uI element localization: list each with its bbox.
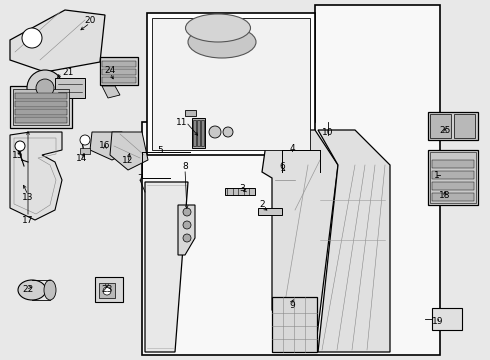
Bar — [15, 109, 67, 115]
Circle shape — [15, 141, 25, 151]
Polygon shape — [142, 5, 440, 355]
Circle shape — [80, 135, 90, 145]
Polygon shape — [55, 78, 85, 98]
Circle shape — [223, 127, 233, 137]
Text: 2: 2 — [259, 199, 265, 208]
Bar — [102, 69, 136, 75]
Bar — [95, 277, 123, 302]
Text: 12: 12 — [122, 156, 134, 165]
Circle shape — [103, 287, 111, 295]
Text: 16: 16 — [99, 140, 111, 149]
Text: 13: 13 — [22, 194, 34, 202]
Text: 25: 25 — [440, 126, 451, 135]
Bar — [80, 148, 90, 154]
Text: 24: 24 — [104, 66, 116, 75]
Text: 11: 11 — [176, 117, 188, 126]
Bar — [201, 120, 204, 146]
Circle shape — [209, 126, 221, 138]
Polygon shape — [178, 205, 195, 255]
Bar — [432, 182, 474, 190]
Text: 6: 6 — [279, 162, 285, 171]
Polygon shape — [10, 132, 62, 220]
Bar — [432, 193, 474, 201]
Text: 23: 23 — [101, 285, 113, 294]
Bar — [428, 150, 478, 205]
Bar — [432, 308, 462, 330]
Text: 1: 1 — [434, 171, 440, 180]
Bar — [99, 283, 115, 298]
Polygon shape — [262, 130, 338, 352]
Bar — [13, 89, 69, 125]
Ellipse shape — [18, 280, 46, 300]
Text: 18: 18 — [439, 190, 451, 199]
Polygon shape — [10, 10, 105, 72]
Bar — [197, 120, 200, 146]
Ellipse shape — [44, 280, 56, 300]
Bar — [15, 117, 67, 123]
Bar — [15, 93, 67, 99]
Polygon shape — [192, 118, 205, 148]
Text: 15: 15 — [12, 150, 24, 159]
Bar — [193, 120, 196, 146]
Text: 9: 9 — [289, 301, 295, 310]
Text: 10: 10 — [322, 127, 334, 136]
Bar — [454, 114, 475, 138]
Text: 4: 4 — [289, 144, 295, 153]
Circle shape — [183, 234, 191, 242]
Text: 19: 19 — [432, 318, 444, 327]
Bar — [430, 152, 476, 203]
Polygon shape — [102, 86, 120, 98]
Ellipse shape — [186, 14, 250, 42]
Text: 17: 17 — [22, 216, 34, 225]
Text: 8: 8 — [182, 162, 188, 171]
Polygon shape — [225, 188, 255, 195]
Polygon shape — [318, 130, 390, 352]
Ellipse shape — [188, 26, 256, 58]
Text: 14: 14 — [76, 153, 88, 162]
Polygon shape — [145, 182, 188, 352]
Bar — [100, 57, 138, 85]
Bar — [147, 13, 315, 155]
Text: 7: 7 — [137, 174, 143, 183]
Bar — [15, 101, 67, 107]
Text: 3: 3 — [239, 184, 245, 193]
Bar — [432, 160, 474, 168]
Polygon shape — [258, 208, 282, 215]
Bar — [272, 297, 317, 352]
Polygon shape — [185, 110, 196, 116]
Bar — [428, 112, 478, 140]
Bar — [102, 61, 136, 67]
Text: 20: 20 — [84, 15, 96, 24]
Bar — [432, 171, 474, 179]
Circle shape — [22, 28, 42, 48]
Bar — [102, 77, 136, 83]
Polygon shape — [110, 132, 148, 170]
Bar — [430, 114, 451, 138]
Circle shape — [36, 79, 54, 97]
Text: 5: 5 — [157, 145, 163, 154]
Bar — [10, 86, 72, 128]
Bar — [152, 18, 310, 150]
Text: 21: 21 — [62, 68, 74, 77]
Polygon shape — [90, 132, 128, 160]
Circle shape — [183, 221, 191, 229]
Text: 22: 22 — [23, 285, 34, 294]
Circle shape — [183, 208, 191, 216]
Circle shape — [27, 70, 63, 106]
